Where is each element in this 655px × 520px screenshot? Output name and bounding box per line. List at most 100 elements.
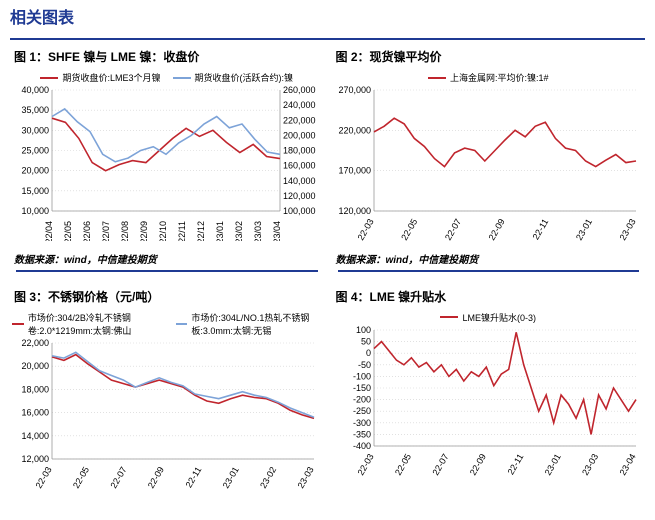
svg-text:22-11: 22-11 <box>530 217 550 241</box>
svg-text:40,000: 40,000 <box>21 86 49 95</box>
cell-1-src: 数据来源：wind，中信建投期货 <box>6 245 328 280</box>
legend-item: LME镍升贴水(0-3) <box>440 311 536 324</box>
svg-text:10,000: 10,000 <box>21 206 49 216</box>
fig-title-1: 图 1：SHFE 镍与 LME 镍：收盘价 <box>14 48 322 65</box>
svg-text:18,000: 18,000 <box>21 384 49 394</box>
fig-title-3: 图 3：不锈钢价格（元/吨） <box>14 288 322 305</box>
chart-3: 12,00014,00016,00018,00020,00022,00022-0… <box>12 339 322 489</box>
svg-text:22/05: 22/05 <box>63 221 73 241</box>
legend-label: 上海金属网:平均价:镍:1# <box>450 71 549 84</box>
svg-text:100,000: 100,000 <box>283 206 316 216</box>
legend-label: 期货收盘价(活跃合约):镍 <box>195 71 294 84</box>
svg-text:23-01: 23-01 <box>221 465 241 489</box>
svg-text:-300: -300 <box>352 417 370 427</box>
svg-text:-100: -100 <box>352 371 370 381</box>
chart-4: -400-350-300-250-200-150-100-5005010022-… <box>334 326 644 476</box>
svg-text:140,000: 140,000 <box>283 176 316 186</box>
legend-label: 期货收盘价:LME3个月镍 <box>62 71 160 84</box>
svg-text:22/08: 22/08 <box>120 221 130 241</box>
legend-swatch <box>176 323 188 325</box>
legend-4: LME镍升贴水(0-3) <box>334 311 644 324</box>
legend-swatch <box>12 323 24 325</box>
page-header: 相关图表 <box>0 0 655 34</box>
svg-text:20,000: 20,000 <box>21 361 49 371</box>
legend-item: 上海金属网:平均价:镍:1# <box>428 71 549 84</box>
svg-text:22-09: 22-09 <box>486 217 506 241</box>
legend-item: 期货收盘价(活跃合约):镍 <box>173 71 294 84</box>
svg-text:-200: -200 <box>352 394 370 404</box>
legend-swatch <box>440 316 458 318</box>
source-1: 数据来源：wind，中信建投期货 <box>14 251 322 266</box>
cell-2-src: 数据来源：wind，中信建投期货 <box>328 245 650 280</box>
page-title: 相关图表 <box>10 4 645 28</box>
cell-3: 图 3：不锈钢价格（元/吨） 市场价:304/2B冷轧不锈钢卷:2.0*1219… <box>6 280 328 493</box>
legend-label: 市场价:304L/NO.1热轧不锈钢板:3.0mm:太钢:无锡 <box>191 311 321 337</box>
svg-text:22/09: 22/09 <box>139 221 149 241</box>
legend-item: 市场价:304/2B冷轧不锈钢卷:2.0*1219mm:太钢:佛山 <box>12 311 164 337</box>
svg-text:22/12: 22/12 <box>196 221 206 241</box>
svg-text:35,000: 35,000 <box>21 105 49 115</box>
legend-swatch <box>173 77 191 79</box>
svg-text:50: 50 <box>360 336 370 346</box>
svg-text:22-05: 22-05 <box>71 465 91 489</box>
chart-grid: 图 1：SHFE 镍与 LME 镍：收盘价 期货收盘价:LME3个月镍期货收盘价… <box>0 40 655 493</box>
cell-4: 图 4：LME 镍升贴水 LME镍升贴水(0-3) -400-350-300-2… <box>328 280 650 493</box>
svg-text:23-01: 23-01 <box>542 452 562 476</box>
source-2: 数据来源：wind，中信建投期货 <box>336 251 644 266</box>
svg-text:23/02: 23/02 <box>234 221 244 241</box>
svg-text:22-09: 22-09 <box>146 465 166 489</box>
svg-text:23-02: 23-02 <box>258 465 278 489</box>
svg-text:23-03: 23-03 <box>617 217 637 241</box>
svg-text:22/07: 22/07 <box>101 221 111 241</box>
legend-3: 市场价:304/2B冷轧不锈钢卷:2.0*1219mm:太钢:佛山 市场价:304… <box>12 311 322 337</box>
chart-1: 10,00015,00020,00025,00030,00035,00040,0… <box>12 86 322 241</box>
svg-text:23-03: 23-03 <box>580 452 600 476</box>
svg-text:22-03: 22-03 <box>355 452 375 476</box>
svg-text:22/10: 22/10 <box>158 221 168 241</box>
svg-text:0: 0 <box>365 348 370 358</box>
fig-title-2: 图 2：现货镍平均价 <box>336 48 644 65</box>
svg-text:22/04: 22/04 <box>44 221 54 241</box>
svg-text:100: 100 <box>355 326 370 335</box>
svg-text:260,000: 260,000 <box>283 86 316 95</box>
cell-2: 图 2：现货镍平均价 上海金属网:平均价:镍:1# 120,000170,000… <box>328 40 650 245</box>
svg-text:16,000: 16,000 <box>21 407 49 417</box>
svg-text:22-05: 22-05 <box>392 452 412 476</box>
svg-text:22/06: 22/06 <box>82 221 92 241</box>
svg-text:220,000: 220,000 <box>338 125 371 135</box>
svg-text:-50: -50 <box>357 359 370 369</box>
svg-text:22/11: 22/11 <box>177 221 187 241</box>
svg-text:22-11: 22-11 <box>505 452 525 476</box>
svg-text:120,000: 120,000 <box>283 191 316 201</box>
svg-text:200,000: 200,000 <box>283 130 316 140</box>
svg-text:30,000: 30,000 <box>21 125 49 135</box>
svg-text:23-01: 23-01 <box>573 217 593 241</box>
svg-text:22-03: 22-03 <box>34 465 54 489</box>
svg-text:12,000: 12,000 <box>21 454 49 464</box>
svg-text:220,000: 220,000 <box>283 115 316 125</box>
svg-text:120,000: 120,000 <box>338 206 371 216</box>
svg-text:-250: -250 <box>352 406 370 416</box>
svg-text:23/01: 23/01 <box>215 221 225 241</box>
svg-text:25,000: 25,000 <box>21 146 49 156</box>
legend-item: 期货收盘价:LME3个月镍 <box>40 71 160 84</box>
legend-swatch <box>40 77 58 79</box>
sep-1 <box>16 270 318 272</box>
svg-text:22-07: 22-07 <box>108 465 128 489</box>
sep-2 <box>338 270 640 272</box>
svg-text:22-07: 22-07 <box>430 452 450 476</box>
legend-2: 上海金属网:平均价:镍:1# <box>334 71 644 84</box>
chart-2: 120,000170,000220,000270,00022-0322-0522… <box>334 86 644 241</box>
svg-text:20,000: 20,000 <box>21 166 49 176</box>
svg-text:160,000: 160,000 <box>283 161 316 171</box>
legend-1: 期货收盘价:LME3个月镍 期货收盘价(活跃合约):镍 <box>12 71 322 84</box>
svg-text:22-03: 22-03 <box>355 217 375 241</box>
svg-text:22-07: 22-07 <box>442 217 462 241</box>
svg-text:22-11: 22-11 <box>184 465 204 489</box>
svg-text:14,000: 14,000 <box>21 430 49 440</box>
svg-text:23/03: 23/03 <box>253 221 263 241</box>
cell-1: 图 1：SHFE 镍与 LME 镍：收盘价 期货收盘价:LME3个月镍期货收盘价… <box>6 40 328 245</box>
svg-text:23/04: 23/04 <box>272 221 282 241</box>
svg-text:-150: -150 <box>352 383 370 393</box>
svg-text:270,000: 270,000 <box>338 86 371 95</box>
